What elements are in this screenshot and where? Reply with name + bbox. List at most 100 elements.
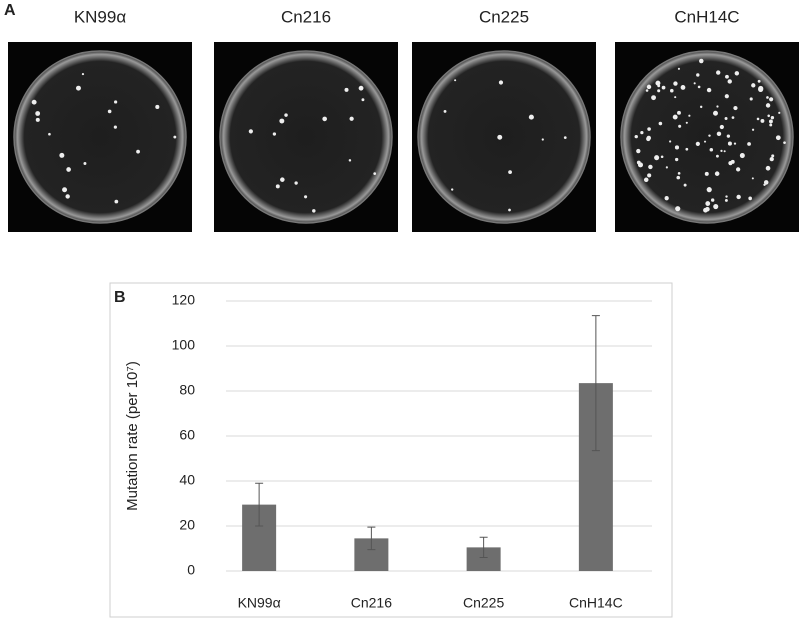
- colony: [775, 135, 781, 141]
- colony: [640, 130, 644, 135]
- colony: [710, 198, 715, 202]
- colony: [665, 166, 668, 169]
- colony: [685, 121, 688, 124]
- colony: [669, 140, 672, 143]
- plate-label: Cn225: [479, 7, 529, 26]
- colony: [769, 97, 774, 102]
- colony: [749, 97, 753, 101]
- colony: [716, 131, 722, 137]
- y-tick-label: 0: [187, 562, 195, 578]
- colony: [344, 87, 349, 92]
- y-tick-label: 60: [179, 427, 195, 443]
- colony: [65, 194, 70, 199]
- colony: [726, 134, 731, 138]
- colony: [685, 147, 689, 151]
- colony: [660, 155, 664, 159]
- y-axis-label: Mutation rate (per 10⁷): [124, 361, 141, 511]
- colony: [647, 173, 652, 178]
- colony: [349, 116, 354, 121]
- colony: [284, 113, 288, 117]
- error-bar: [367, 526, 376, 551]
- colony: [498, 80, 504, 85]
- colony: [699, 58, 704, 64]
- x-tick-label: Cn216: [351, 595, 392, 611]
- colony: [670, 88, 674, 93]
- colony: [636, 148, 641, 154]
- colony: [107, 109, 112, 114]
- colony: [31, 99, 37, 105]
- colony: [114, 100, 118, 104]
- colony: [699, 105, 703, 109]
- error-bar: [479, 536, 488, 558]
- colony: [677, 172, 681, 175]
- colony: [173, 135, 177, 139]
- colony: [751, 83, 756, 88]
- colony: [695, 141, 700, 147]
- colony: [643, 177, 649, 183]
- colony: [657, 89, 661, 93]
- colony: [35, 117, 40, 122]
- bar: [466, 547, 501, 571]
- colony: [719, 124, 724, 130]
- colony: [651, 95, 656, 101]
- colony: [693, 82, 696, 85]
- colony: [648, 164, 653, 170]
- colony: [714, 171, 720, 176]
- colony: [736, 194, 741, 200]
- colony: [657, 84, 661, 88]
- colony: [454, 79, 457, 82]
- colony: [66, 167, 71, 172]
- y-tick-label: 100: [172, 337, 196, 353]
- colony: [136, 149, 140, 154]
- colony: [724, 198, 728, 202]
- colony: [654, 155, 660, 161]
- colony: [769, 156, 774, 162]
- x-tick-label: Cn225: [463, 595, 504, 611]
- y-tick-label: 40: [179, 472, 195, 488]
- colony: [734, 71, 740, 76]
- colony: [703, 207, 708, 213]
- colony: [713, 203, 719, 210]
- colony: [304, 195, 308, 199]
- colony: [528, 114, 534, 120]
- dish: [417, 50, 591, 224]
- colony: [724, 94, 729, 99]
- colony: [62, 187, 68, 193]
- colony: [678, 124, 682, 128]
- colony: [758, 86, 764, 92]
- colony: [647, 127, 651, 131]
- colony: [727, 141, 732, 146]
- colony: [677, 67, 680, 70]
- plate-label: Cn216: [281, 7, 331, 26]
- colony: [675, 157, 679, 162]
- colony: [730, 159, 735, 164]
- colony: [563, 136, 567, 139]
- colony: [725, 195, 728, 198]
- colony: [704, 140, 707, 143]
- colony: [451, 188, 454, 191]
- colony: [760, 118, 765, 123]
- colony: [155, 104, 160, 109]
- colony: [674, 145, 680, 150]
- colony: [683, 183, 687, 187]
- colony: [769, 123, 773, 127]
- colony: [361, 98, 365, 102]
- colony: [716, 154, 719, 158]
- colony: [674, 96, 677, 99]
- colony: [724, 117, 728, 120]
- colony: [646, 84, 652, 90]
- colony: [716, 105, 719, 108]
- colony: [279, 118, 285, 124]
- colony: [705, 201, 711, 206]
- dish: [219, 50, 393, 224]
- colony: [720, 149, 723, 153]
- panel-label: A: [4, 2, 16, 19]
- colony: [373, 172, 377, 175]
- colony: [83, 162, 87, 165]
- colony: [248, 129, 253, 134]
- colony: [646, 136, 651, 142]
- colony: [763, 180, 769, 185]
- colony: [673, 81, 678, 86]
- colony: [661, 85, 666, 90]
- colony: [272, 132, 277, 136]
